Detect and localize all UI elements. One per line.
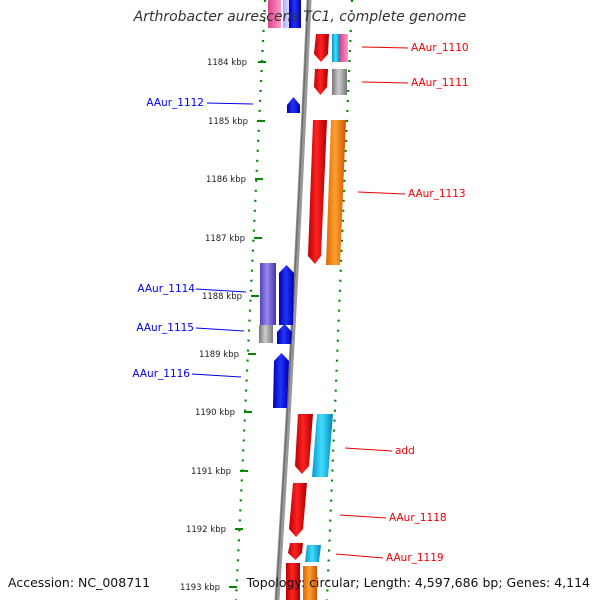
gene-aaur-1118[interactable] — [289, 483, 307, 537]
leader-aaur-1113 — [357, 191, 406, 195]
gene-aaur-1113[interactable] — [308, 120, 327, 264]
gene-aaur-1111[interactable] — [314, 69, 328, 95]
tick-label-1193: 1193 kbp — [180, 583, 220, 593]
leader-aaur-1110 — [361, 46, 409, 49]
tick-label-1189: 1189 kbp — [199, 350, 239, 360]
gene-aaur-1119[interactable] — [288, 543, 303, 560]
tick-label-1192: 1192 kbp — [186, 525, 226, 535]
genome-backbone — [274, 0, 312, 600]
leader-aaur-1116 — [191, 373, 242, 378]
genome-title: Arthrobacter aurescens TC1, complete gen… — [133, 9, 467, 25]
tick-label-1190: 1190 kbp — [195, 408, 235, 418]
gene-label-aaur-1110[interactable]: AAur_1110 — [411, 42, 469, 54]
leader-add — [344, 447, 393, 452]
gene-label-aaur-1116[interactable]: AAur_1116 — [132, 368, 190, 380]
gene-label-add[interactable]: add — [395, 445, 415, 457]
gene-label-aaur-1118[interactable]: AAur_1118 — [389, 512, 447, 524]
gene-aaur-1115[interactable] — [277, 324, 292, 344]
leader-aaur-1114 — [195, 288, 247, 293]
tick-label-1184: 1184 kbp — [207, 58, 247, 68]
gene-label-aaur-1113[interactable]: AAur_1113 — [408, 188, 466, 200]
leader-aaur-1115 — [195, 327, 245, 332]
gene-label-aaur-1111[interactable]: AAur_1111 — [411, 77, 469, 89]
gene-label-aaur-1115[interactable]: AAur_1115 — [136, 322, 194, 334]
tick-label-1185: 1185 kbp — [208, 117, 248, 127]
gene-feature-top-pink[interactable] — [268, 0, 281, 28]
cds-aaur-1113[interactable] — [326, 120, 346, 265]
gene-label-aaur-1119[interactable]: AAur_1119 — [386, 552, 444, 564]
gene-feature-top-blue[interactable] — [289, 0, 301, 28]
gene-label-aaur-1114[interactable]: AAur_1114 — [137, 283, 195, 295]
gene-aaur-1116[interactable] — [273, 353, 289, 408]
cds-add[interactable] — [312, 414, 333, 477]
scale-tick-labels: 1184 kbp 1185 kbp 1186 kbp 1187 kbp 1188… — [180, 58, 248, 593]
cds-aaur-1115[interactable] — [259, 325, 273, 343]
cds-aaur-1110-pink[interactable] — [340, 34, 348, 62]
topology-summary: Topology: circular; Length: 4,597,686 bp… — [246, 575, 590, 590]
gene-add[interactable] — [295, 414, 313, 474]
tick-label-1188: 1188 kbp — [202, 292, 242, 302]
gene-feature-bottom-red[interactable] — [286, 563, 300, 600]
cds-aaur-1111[interactable] — [332, 69, 347, 95]
leader-aaur-1119 — [335, 553, 384, 559]
scale-tick-marks — [229, 61, 266, 588]
tick-label-1186: 1186 kbp — [206, 175, 246, 185]
gene-feature-top-lavender[interactable] — [283, 0, 289, 28]
outer-scale-dots-right — [325, 0, 354, 600]
cds-aaur-1119[interactable] — [305, 545, 321, 562]
genome-backbone-shadow — [275, 0, 309, 600]
gene-aaur-1114[interactable] — [279, 265, 294, 325]
outer-scale-dots-left — [234, 0, 267, 600]
tick-label-1191: 1191 kbp — [191, 467, 231, 477]
leader-aaur-1112 — [206, 102, 254, 105]
gene-aaur-1110[interactable] — [314, 34, 329, 62]
gene-aaur-1112[interactable] — [287, 97, 300, 113]
cds-aaur-1110-cyan[interactable] — [332, 34, 340, 62]
gene-feature-bottom-orange[interactable] — [303, 566, 317, 600]
leader-aaur-1111 — [361, 81, 409, 84]
accession-text: Accession: NC_008711 — [8, 575, 151, 590]
leader-aaur-1118 — [339, 514, 387, 519]
tick-label-1187: 1187 kbp — [205, 234, 245, 244]
gene-label-aaur-1112[interactable]: AAur_1112 — [146, 97, 204, 109]
cds-aaur-1114[interactable] — [260, 263, 276, 325]
